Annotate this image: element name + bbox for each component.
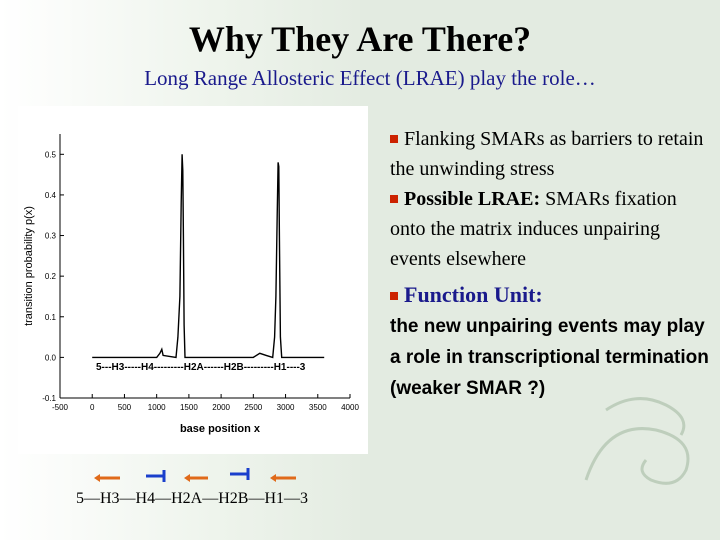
bullet-2: Possible LRAE: SMARs fixation onto the m… [390,184,710,274]
decorative-swirl-icon [584,397,690,485]
y-tick-label: 0.3 [45,232,57,241]
bullet-square-icon [390,135,398,143]
slide-background-right [360,0,720,540]
chart-panel: -0.1 0.0 0.1 0.2 0.3 0.4 0.5 -500 0 500 1000 1500 2… [18,106,368,454]
bullet-1-text: Flanking SMARs as barriers to retain the… [390,128,704,180]
y-tick-label: 0.1 [45,313,57,322]
arrow-left-orange-icon [94,474,120,482]
x-tick-label: 4000 [341,403,359,412]
x-tick-label: 1500 [180,403,198,412]
bullet-3-label: Function Unit: [404,282,543,307]
y-tick-label: -0.1 [42,394,56,403]
x-axis-label: base position x [180,423,261,435]
arrow-left-orange-icon [184,474,208,482]
series-line [92,154,325,359]
y-axis-label: transition probability p(x) [23,206,35,326]
x-tick-label: 0 [90,403,95,412]
arrow-right-blue-icon [146,470,166,482]
bullet-list: Flanking SMARs as barriers to retain the… [390,124,710,404]
x-tick-label: 3000 [277,403,295,412]
arrow-left-orange-icon [270,474,296,482]
x-tick-label: 2000 [212,403,230,412]
y-tick-label: 0.5 [45,150,57,159]
bullet-3-text: the new unpairing events may play a role… [390,316,709,399]
gene-order-label: 5—H3—H4—H2A—H2B—H1—3 [76,490,308,507]
chart-axes [59,134,351,399]
arrow-right-blue-icon [230,468,250,480]
slide-title: Why They Are There? [188,19,532,59]
x-tick-label: -500 [52,403,69,412]
y-tick-labels: -0.1 0.0 0.1 0.2 0.3 0.4 0.5 [42,150,56,403]
x-tick-labels: -500 0 500 1000 1500 2000 2500 3000 3500 4000 [52,403,359,412]
bullet-square-icon [390,292,398,300]
x-tick-label: 2500 [244,403,262,412]
bullet-1: Flanking SMARs as barriers to retain the… [390,124,710,184]
slide-subtitle: Long Range Allosteric Effect (LRAE) play… [144,66,596,90]
y-tick-label: 0.0 [45,353,57,362]
transition-probability-chart: -0.1 0.0 0.1 0.2 0.3 0.4 0.5 -500 0 500 1000 1500 2… [23,134,359,435]
y-tick-label: 0.2 [45,272,57,281]
bullet-2-text: SMARs fixation onto the matrix induces u… [390,188,677,270]
bullet-3: Function Unit: [390,280,710,311]
x-tick-label: 3500 [309,403,327,412]
bullet-square-icon [390,195,398,203]
gene-direction-arrows [94,468,296,482]
gene-annotation: 5---H3-----H4---------H2A------H2B------… [96,362,306,373]
bullet-2-bold-text: Possible LRAE: [404,188,541,210]
y-tick-label: 0.4 [45,191,57,200]
x-tick-label: 1000 [148,403,166,412]
x-tick-label: 500 [118,403,132,412]
